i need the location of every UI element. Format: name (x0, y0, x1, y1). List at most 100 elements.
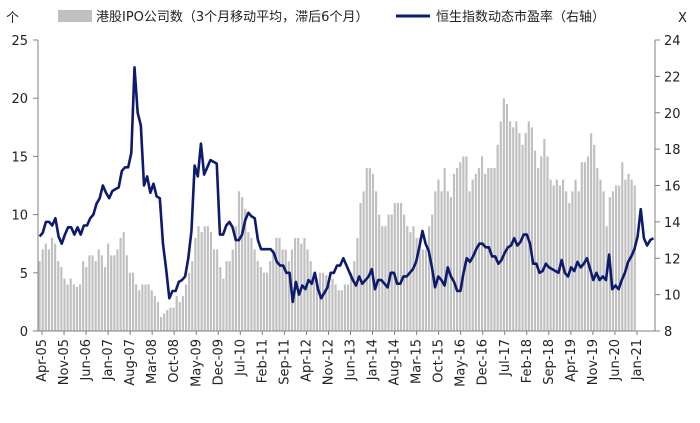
ipo-bar (633, 185, 636, 331)
ipo-bar (209, 232, 213, 331)
ipo-bar (72, 284, 75, 331)
ipo-bar (110, 255, 113, 331)
ipo-bar (543, 138, 546, 331)
ipo-bar (614, 185, 618, 331)
ipo-bar (580, 162, 583, 331)
right-tick-label: 8 (664, 325, 672, 340)
ipo-bar (359, 202, 362, 331)
ipo-bar (331, 278, 334, 331)
x-tick-label: Jun-13 (344, 339, 359, 382)
ipo-bar (60, 266, 63, 331)
ipo-bar (555, 179, 558, 331)
ipo-bar (387, 214, 390, 331)
ipo-bar (203, 226, 206, 331)
right-tick-label: 12 (664, 252, 681, 267)
left-axis-unit: 个 (6, 11, 19, 26)
x-tick-label: May-16 (454, 339, 469, 387)
ipo-bar (465, 156, 468, 331)
x-tick-label: Feb-11 (255, 339, 270, 383)
right-tick-label: 18 (664, 143, 681, 158)
ipo-bar (150, 290, 153, 331)
ipo-bar (41, 249, 44, 331)
ipo-bar (281, 249, 284, 331)
ipo-bar (443, 168, 446, 331)
ipo-bar (456, 168, 459, 331)
ipo-bar (178, 301, 181, 331)
ipo-bar (621, 162, 624, 331)
ipo-bar (265, 272, 269, 331)
ipo-bar (530, 127, 534, 331)
x-tick-label: Jan-14 (366, 339, 381, 381)
ipo-bar (552, 185, 555, 331)
ipo-bar (381, 226, 384, 331)
ipo-bar (493, 168, 496, 331)
x-tick-label: Apr-12 (299, 339, 314, 382)
ipo-bar (131, 272, 135, 331)
ipo-bar (216, 249, 219, 331)
ipo-bar (477, 168, 481, 331)
ipo-bar (502, 98, 505, 331)
ipo-bar (153, 296, 156, 331)
ipo-bar (459, 162, 462, 331)
ipo-bar (484, 173, 487, 331)
ipo-bar (163, 313, 166, 331)
left-tick-label: 25 (11, 34, 28, 49)
ipo-bar (337, 290, 340, 331)
ipo-bar (412, 226, 415, 331)
x-tick-label: Mar-08 (145, 339, 160, 384)
ipo-bar (172, 307, 175, 331)
ipo-bar (421, 249, 424, 331)
ipo-bar (378, 214, 381, 331)
ipo-bar (85, 266, 88, 331)
ipo-bar (343, 284, 347, 331)
ipo-bar (415, 237, 418, 331)
ipo-bar (75, 286, 79, 331)
ipo-bar (191, 261, 194, 331)
ipo-bar (406, 226, 409, 331)
ipo-bar (527, 121, 530, 331)
left-tick-label: 15 (11, 150, 28, 165)
ipo-bar (599, 179, 602, 331)
ipo-bar (241, 197, 244, 331)
ipo-bar (350, 272, 353, 331)
ipo-bar (533, 150, 537, 331)
ipo-bar (393, 202, 396, 331)
right-tick-label: 16 (664, 180, 681, 195)
ipo-bar (399, 202, 403, 331)
ipo-bar (322, 272, 325, 331)
ipo-bar (272, 249, 275, 331)
ipo-bar (593, 144, 596, 331)
ipo-bar (303, 237, 306, 331)
x-tick-label: Jan-07 (101, 339, 116, 381)
x-tick-label: Jan-21 (630, 339, 645, 381)
ipo-bar (627, 173, 630, 331)
right-y-axis: 8 10 12 14 16 18 20 22 24 (654, 34, 681, 340)
legend-bar-swatch (58, 10, 92, 22)
ipo-bar (275, 237, 278, 331)
left-tick-label: 0 (20, 325, 28, 340)
ipo-bar (159, 317, 163, 331)
ipo-bar (184, 284, 188, 331)
ipo-bar (284, 249, 287, 331)
ipo-bar (371, 173, 375, 331)
ipo-bar (297, 237, 300, 331)
ipo-bar (156, 301, 160, 331)
ipo-bar (234, 226, 237, 331)
x-tick-label: Mar-15 (410, 339, 425, 384)
ipo-bar (141, 284, 144, 331)
left-tick-label: 10 (11, 209, 28, 224)
ipo-bar (175, 296, 178, 331)
ipo-bar (340, 290, 343, 331)
ipo-bar (222, 278, 225, 331)
ipo-bar (138, 290, 141, 331)
x-tick-label: Apr-19 (564, 339, 579, 382)
ipo-bar (250, 237, 253, 331)
ipo-bar (88, 255, 91, 331)
x-tick-label: Sep-18 (542, 339, 557, 385)
ipo-bar (315, 278, 318, 331)
ipo-bar (262, 272, 266, 331)
ipo-bar (596, 168, 599, 331)
ipo-bar (166, 310, 169, 331)
ipo-bar (561, 179, 565, 331)
x-tick-label: Oct-08 (167, 339, 182, 383)
